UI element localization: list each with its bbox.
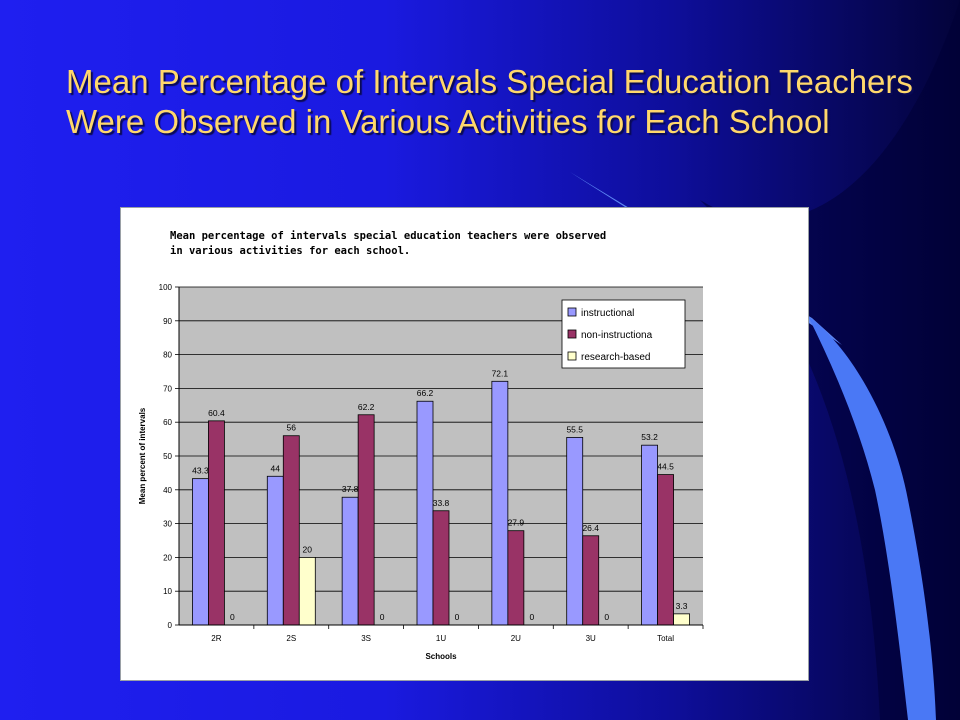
x-tick-label-2U: 2U: [511, 634, 521, 643]
data-label-non-instructiona-2R: 60.4: [208, 408, 225, 418]
bar-instructional-1U: [416, 400, 434, 626]
bar-instructional-Total: [641, 444, 658, 626]
data-label-instructional-1U: 66.2: [417, 388, 434, 398]
data-label-instructional-3S: 37.8: [342, 484, 359, 494]
x-axis-title: Schools: [425, 652, 457, 661]
bar-non-instructiona-1U: [432, 510, 450, 626]
y-tick-label-80: 80: [163, 351, 172, 360]
chart-title-line-2: in various activities for each school.: [170, 245, 410, 257]
bar-instructional-2U: [491, 380, 509, 626]
data-label-instructional-Total: 53.2: [641, 432, 658, 442]
y-tick-label-20: 20: [163, 553, 172, 562]
bar-instructional-2R: [192, 478, 209, 626]
bar-non-instructiona-Total: [657, 474, 674, 626]
legend: instructional non-instructiona research-ba…: [561, 299, 686, 369]
y-tick-label-0: 0: [168, 621, 173, 630]
y-tick-label-30: 30: [163, 520, 172, 529]
y-tick-label-100: 100: [159, 283, 173, 292]
y-tick-label-60: 60: [163, 418, 172, 427]
data-label-research-based-2U: 0: [529, 612, 534, 622]
bar-instructional-3U: [566, 437, 584, 626]
y-tick-label-50: 50: [163, 452, 172, 461]
slide-title: Mean Percentage of Intervals Special Edu…: [66, 63, 913, 140]
y-axis-ticks: 0 10 20 30 40 50 60 70 80 90 100: [159, 283, 179, 630]
data-labels: 43.3 60.4 0 44 56 20 37.8 62.2 0 66.2 33.8 0 72.1 27.…: [192, 368, 688, 622]
legend-label-research-based: research-based: [581, 352, 650, 363]
data-label-non-instructiona-1U: 33.8: [433, 498, 450, 508]
y-tick-label-10: 10: [163, 587, 172, 596]
bar-instructional-3S: [341, 496, 359, 626]
chart-panel: Mean percentage of intervals special edu…: [120, 207, 809, 681]
data-label-non-instructiona-Total: 44.5: [657, 462, 674, 472]
bar-non-instructiona-3S: [357, 414, 375, 626]
data-label-non-instructiona-2U: 27.9: [508, 518, 525, 528]
data-label-non-instructiona-3U: 26.4: [582, 523, 599, 533]
x-tick-label-Total: Total: [657, 634, 674, 643]
x-axis-ticks: 2R 2S 3S 1U 2U 3U Total: [211, 625, 704, 643]
bar-non-instructiona-3U: [582, 535, 600, 626]
legend-swatch-research-based: [567, 351, 577, 361]
x-tick-label-2S: 2S: [286, 634, 296, 643]
chart-title-line-1: Mean percentage of intervals special edu…: [170, 230, 606, 242]
data-label-instructional-2R: 43.3: [192, 466, 209, 476]
legend-swatch-instructional: [567, 307, 577, 317]
data-label-research-based-1U: 0: [455, 612, 460, 622]
data-label-instructional-3U: 55.5: [566, 424, 583, 434]
x-tick-label-1U: 1U: [436, 634, 446, 643]
bar-instructional-2S: [266, 475, 284, 626]
bar-non-instructiona-2U: [507, 530, 525, 626]
bar-non-instructiona-2S: [282, 435, 300, 626]
data-label-research-based-Total: 3.3: [676, 601, 688, 611]
chart-title: Mean percentage of intervals special edu…: [170, 230, 606, 257]
data-label-instructional-2S: 44: [271, 463, 281, 473]
y-tick-label-70: 70: [163, 384, 172, 393]
legend-box: [561, 299, 686, 369]
legend-swatch-non-instructiona: [567, 329, 577, 339]
bar-non-instructiona-2R: [208, 420, 225, 626]
bar-research-based-2S: [298, 556, 316, 626]
x-tick-label-3S: 3S: [361, 634, 371, 643]
x-tick-label-3U: 3U: [586, 634, 596, 643]
bar-research-based-Total: [673, 613, 690, 626]
data-label-non-instructiona-2S: 56: [287, 423, 297, 433]
x-tick-label-2R: 2R: [211, 634, 221, 643]
data-label-research-based-3U: 0: [604, 612, 609, 622]
data-label-research-based-2S: 20: [303, 544, 313, 554]
legend-label-instructional: instructional: [581, 308, 634, 319]
data-label-non-instructiona-3S: 62.2: [358, 402, 375, 412]
data-label-instructional-2U: 72.1: [492, 368, 509, 378]
bars: [192, 380, 690, 626]
y-axis-title: Mean percent of intervals: [138, 407, 147, 504]
y-tick-label-90: 90: [163, 317, 172, 326]
bar-chart: Mean percentage of intervals special edu…: [138, 230, 704, 661]
legend-label-non-instructiona: non-instructiona: [581, 330, 653, 341]
data-label-research-based-3S: 0: [380, 612, 385, 622]
data-label-research-based-2R: 0: [230, 612, 235, 622]
y-tick-label-40: 40: [163, 486, 172, 495]
